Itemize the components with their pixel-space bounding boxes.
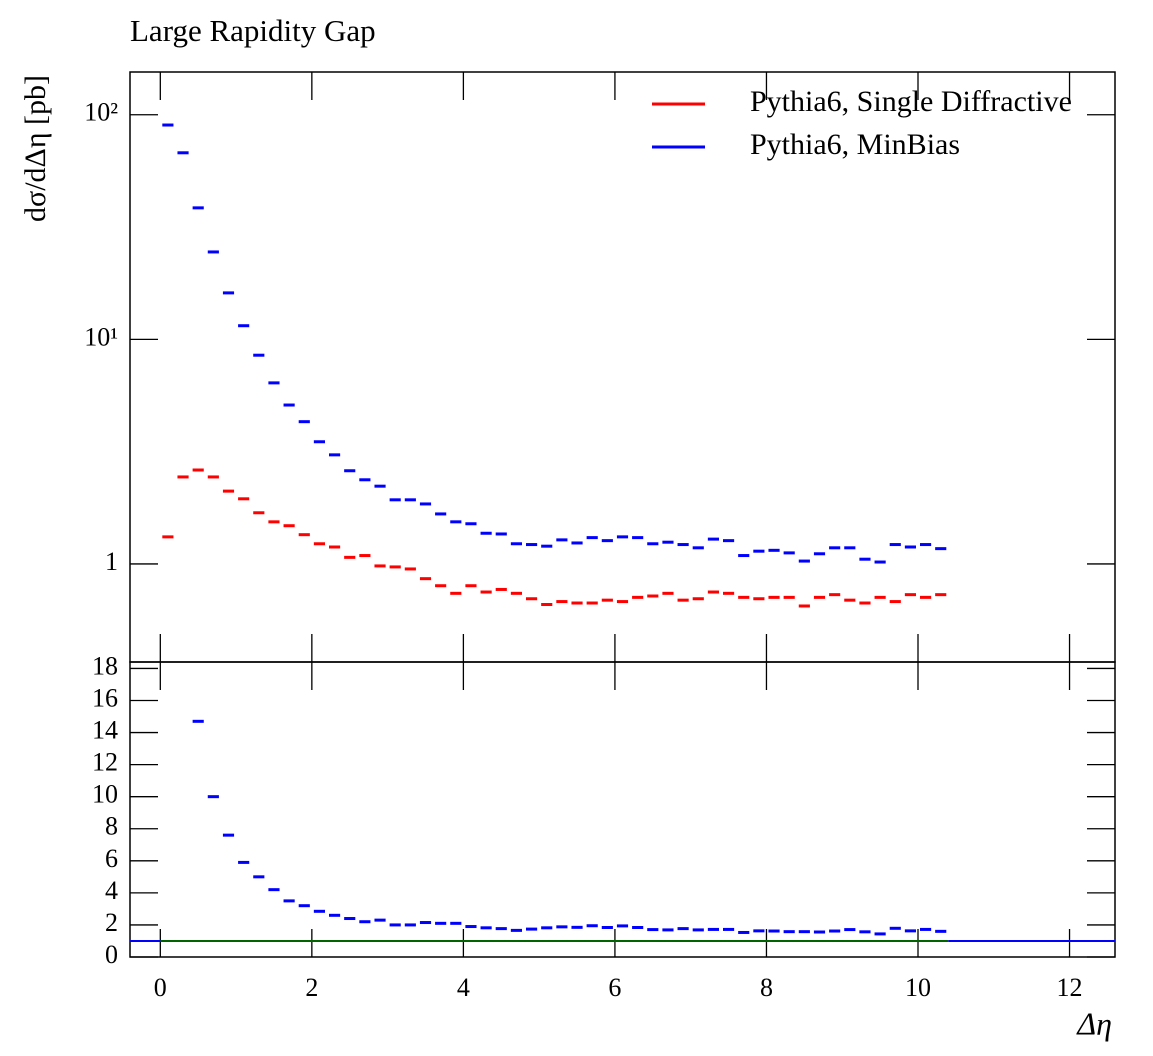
y-tick-label: 14	[92, 716, 118, 745]
chart-title: Large Rapidity Gap	[130, 13, 376, 48]
y-tick-label: 1	[105, 547, 118, 576]
x-axis-label: Δη	[1075, 1005, 1112, 1041]
y-tick-label: 10¹	[84, 322, 118, 351]
y-tick-label: 10	[92, 780, 118, 809]
y-tick-label: 18	[92, 651, 118, 680]
x-tick-label: 12	[1057, 973, 1083, 1002]
y-tick-label: 4	[105, 876, 118, 905]
y-tick-label: 0	[105, 940, 118, 969]
y-tick-label: 6	[105, 844, 118, 873]
legend-label: Pythia6, MinBias	[750, 128, 960, 161]
bottom-frame	[129, 661, 1116, 958]
y-tick-label: 8	[105, 812, 118, 841]
y-tick-label: 16	[92, 683, 118, 712]
x-tick-label: 4	[457, 973, 470, 1002]
top-frame	[129, 71, 1116, 663]
y-tick-label: 10²	[84, 98, 118, 127]
x-tick-label: 0	[154, 973, 167, 1002]
y-tick-label: 2	[105, 908, 118, 937]
x-tick-label: 10	[905, 973, 931, 1002]
x-tick-label: 8	[760, 973, 773, 1002]
x-tick-label: 2	[305, 973, 318, 1002]
y-tick-label: 12	[92, 748, 118, 777]
legend-label: Pythia6, Single Diffractive	[750, 85, 1072, 118]
x-tick-label: 6	[608, 973, 621, 1002]
y-axis-label: dσ/dΔη [pb]	[19, 75, 52, 222]
